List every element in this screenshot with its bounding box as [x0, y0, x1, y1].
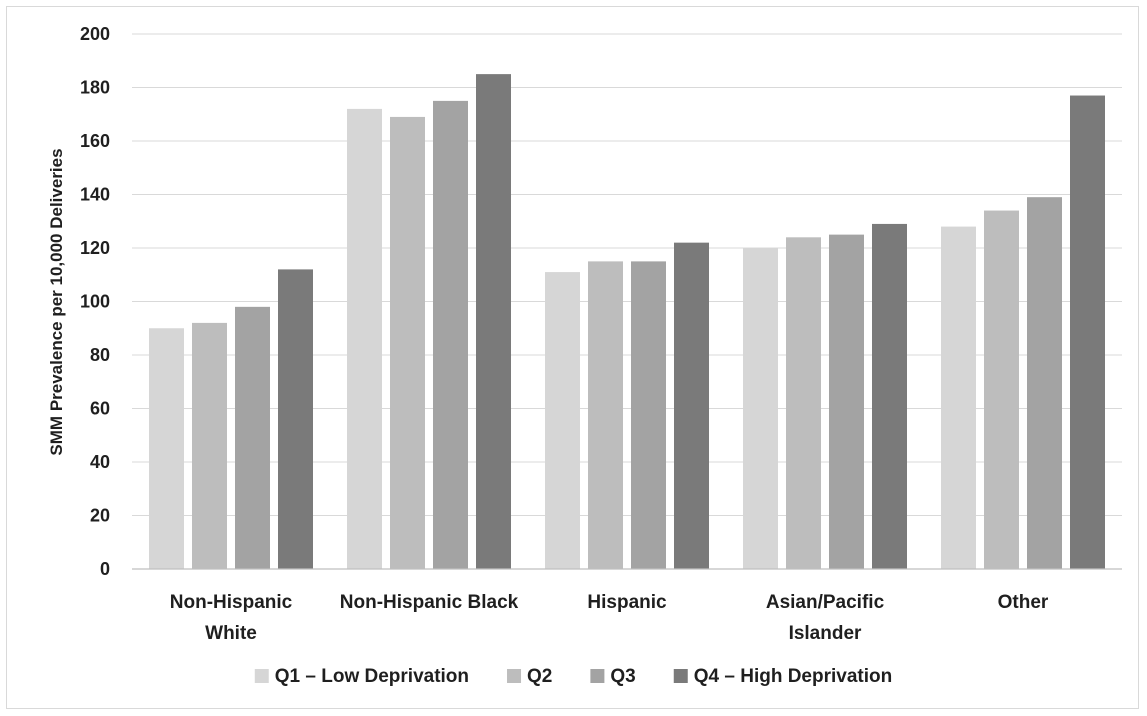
legend-swatch: [590, 669, 605, 683]
bar: [674, 242, 709, 569]
bar: [545, 272, 580, 569]
bar: [433, 100, 468, 569]
x-category-label: Non-Hispanic Black: [340, 592, 519, 613]
bar: [872, 223, 907, 570]
legend-label: Q4 – High Deprivation: [694, 666, 892, 687]
bar: [786, 237, 821, 570]
x-category-label: Islander: [789, 623, 862, 644]
y-tick-label: 100: [80, 292, 110, 312]
y-tick-label: 20: [90, 506, 110, 526]
bar: [588, 261, 623, 569]
x-axis-category-labels: Non-Hispanic White Non-Hispanic Black Hispa…: [170, 592, 1049, 644]
legend: Q1 – Low Deprivation Q2 Q3 Q4 – High Depriv…: [254, 666, 892, 687]
bar: [984, 210, 1019, 570]
bars: [149, 74, 1105, 570]
bar: [476, 74, 511, 569]
bar: [1070, 95, 1105, 570]
y-tick-label: 0: [100, 559, 110, 579]
y-tick-label: 200: [80, 24, 110, 44]
bar: [390, 116, 425, 570]
y-tick-label: 160: [80, 131, 110, 151]
bar: [1027, 197, 1062, 570]
bar: [347, 108, 382, 570]
y-tick-label: 60: [90, 399, 110, 419]
x-category-label: Hispanic: [587, 592, 667, 613]
y-tick-label: 40: [90, 452, 110, 472]
legend-swatch: [254, 669, 269, 683]
bar: [192, 322, 227, 569]
bar: [941, 226, 976, 569]
y-tick-label: 120: [80, 238, 110, 258]
x-category-label: White: [205, 623, 257, 644]
legend-swatch: [673, 669, 688, 683]
legend-label: Q1 – Low Deprivation: [275, 666, 469, 687]
y-tick-label: 80: [90, 345, 110, 365]
x-category-label: Asian/Pacific: [766, 592, 885, 613]
y-tick-label: 140: [80, 185, 110, 205]
bar: [631, 261, 666, 569]
x-category-label: Other: [998, 592, 1049, 613]
legend-swatch: [507, 669, 522, 683]
y-axis-ticks: 0 20 40 60 80 100 120 140 160 180 200: [80, 24, 110, 579]
legend-label: Q3: [610, 666, 635, 687]
bar: [829, 234, 864, 569]
y-axis-label: SMM Prevalence per 10,000 Deliveries: [47, 148, 66, 455]
bar: [149, 328, 184, 569]
legend-label: Q2: [527, 666, 552, 687]
bar: [235, 306, 270, 569]
x-category-label: Non-Hispanic: [170, 592, 293, 613]
bar: [743, 248, 778, 569]
bar: [278, 269, 313, 569]
y-tick-label: 180: [80, 78, 110, 98]
